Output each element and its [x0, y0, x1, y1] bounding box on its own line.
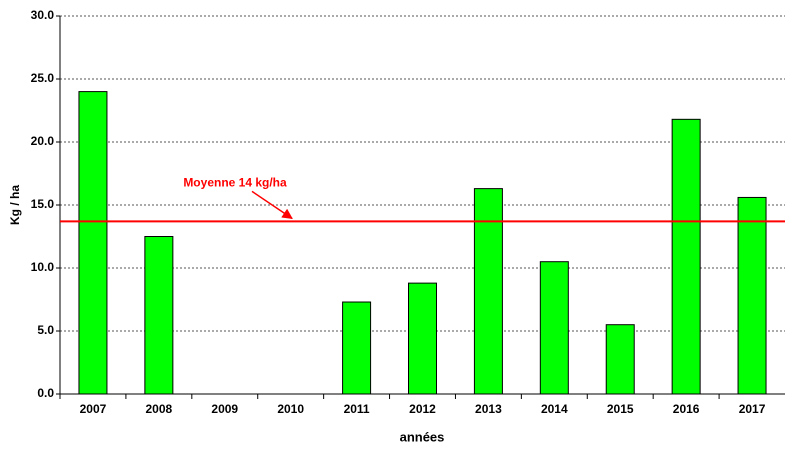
bar — [144, 236, 174, 395]
y-tick-label: 0.0 — [37, 386, 54, 400]
y-tick-label: 30.0 — [31, 8, 55, 22]
bar — [539, 261, 569, 395]
x-tick-label: 2010 — [277, 402, 304, 416]
x-tick-label: 2012 — [409, 402, 436, 416]
bar — [671, 118, 701, 395]
x-tick-label: 2016 — [673, 402, 700, 416]
bar — [78, 91, 108, 395]
x-axis-title: années — [400, 429, 445, 444]
y-axis-title: Kg / ha — [8, 185, 22, 225]
y-tick-label: 5.0 — [37, 323, 54, 337]
x-tick-label: 2009 — [211, 402, 238, 416]
bar — [737, 196, 767, 395]
x-tick-label: 2007 — [80, 402, 107, 416]
y-tick-label: 25.0 — [31, 71, 55, 85]
bar — [473, 188, 503, 395]
x-tick-label: 2014 — [541, 402, 568, 416]
x-tick-label: 2013 — [475, 402, 502, 416]
bar — [605, 324, 635, 395]
bar — [342, 301, 372, 395]
y-tick-label: 20.0 — [31, 134, 55, 148]
x-tick-label: 2008 — [146, 402, 173, 416]
mean-arrow — [251, 190, 293, 220]
x-tick-label: 2017 — [739, 402, 766, 416]
x-tick-label: 2015 — [607, 402, 634, 416]
y-tick-label: 15.0 — [31, 197, 55, 211]
y-tick-label: 10.0 — [31, 260, 55, 274]
mean-label: Moyenne 14 kg/ha — [183, 176, 287, 190]
bar — [408, 282, 437, 395]
x-tick-label: 2011 — [344, 402, 370, 416]
